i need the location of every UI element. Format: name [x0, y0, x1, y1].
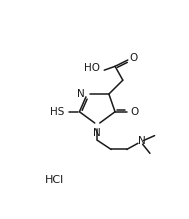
Text: O: O	[129, 53, 138, 63]
Text: N: N	[77, 89, 85, 99]
Text: HS: HS	[50, 107, 64, 117]
Text: N: N	[93, 128, 101, 138]
Text: HCl: HCl	[45, 175, 65, 185]
Text: HO: HO	[84, 63, 100, 73]
Text: O: O	[130, 107, 139, 117]
Text: N: N	[138, 136, 145, 146]
